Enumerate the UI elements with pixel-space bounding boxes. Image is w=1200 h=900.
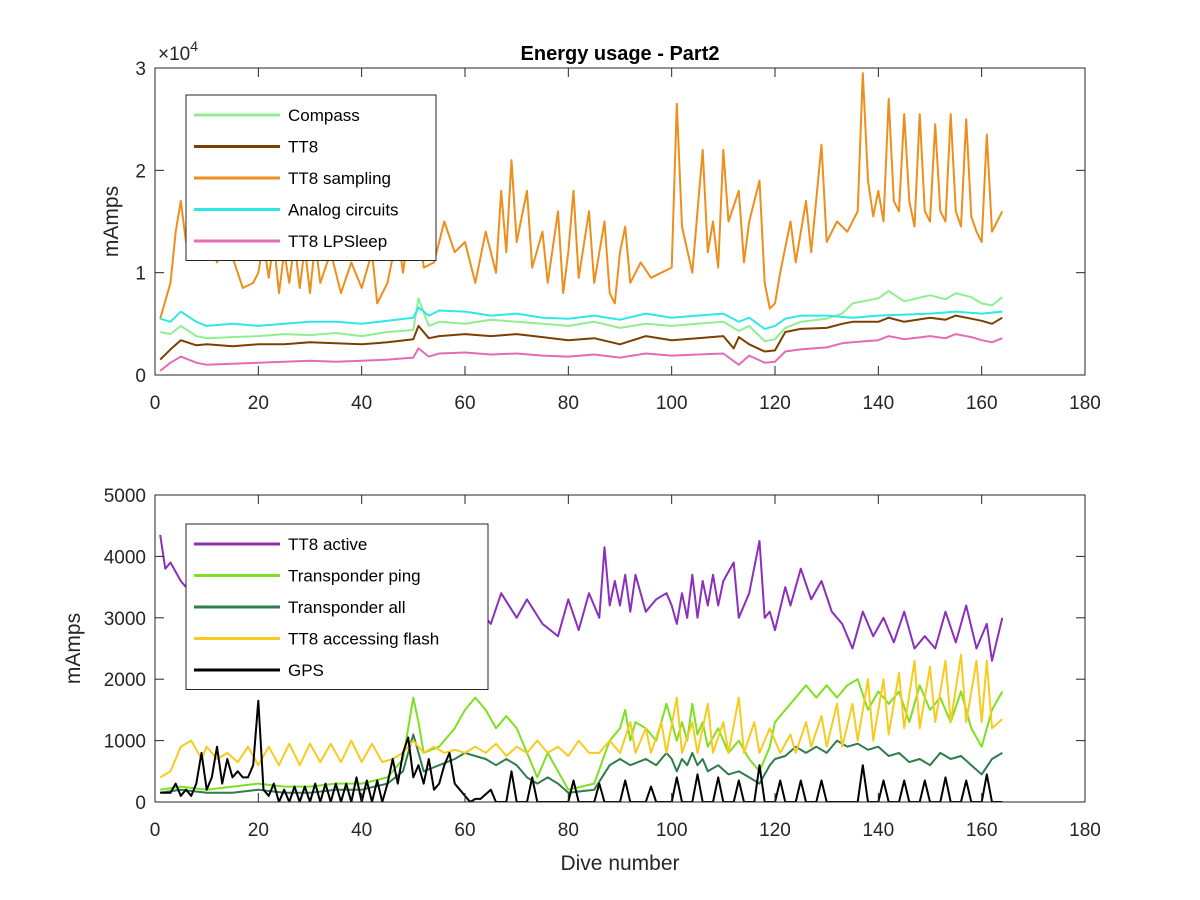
y-tick-label: 2000 bbox=[104, 670, 146, 691]
x-tick-label: 180 bbox=[1069, 393, 1101, 414]
y-exponent-label: ×104 bbox=[158, 38, 198, 65]
y-tick-label: 2 bbox=[135, 161, 146, 182]
x-tick-label: 100 bbox=[656, 393, 688, 414]
y-tick-label: 5000 bbox=[104, 486, 146, 507]
x-tick-label: 100 bbox=[656, 820, 688, 841]
x-tick-label: 180 bbox=[1069, 820, 1101, 841]
x-tick-label: 40 bbox=[351, 820, 372, 841]
x-tick-label: 40 bbox=[351, 393, 372, 414]
series-line-tt8-accessing-flash bbox=[159, 653, 1003, 779]
legend-label: Analog circuits bbox=[288, 201, 399, 220]
y-tick-label: 3 bbox=[135, 59, 146, 80]
legend-label: TT8 active bbox=[288, 535, 367, 554]
y-tick-label: 3000 bbox=[104, 609, 146, 630]
y-tick-label: 1000 bbox=[104, 732, 146, 753]
y-tick-label: 0 bbox=[135, 793, 146, 814]
y-axis-label: mAmps bbox=[100, 186, 123, 257]
axes-box bbox=[154, 494, 1086, 803]
x-tick-label: 0 bbox=[150, 393, 161, 414]
legend-label: TT8 bbox=[288, 138, 318, 157]
x-tick-label: 140 bbox=[862, 820, 894, 841]
legend: Compass TT8 TT8 sampling Analog circuits TT8… bbox=[185, 94, 437, 261]
y-tick-label: 1 bbox=[135, 264, 146, 285]
legend-label: TT8 accessing flash bbox=[288, 630, 439, 649]
y-tick-label: 4000 bbox=[104, 547, 146, 568]
series-line-compass bbox=[160, 290, 1003, 343]
series-line-transponder-all bbox=[160, 733, 1003, 794]
series-group bbox=[159, 534, 1004, 802]
legend-label: TT8 LPSleep bbox=[288, 232, 387, 251]
x-tick-label: 160 bbox=[966, 393, 998, 414]
legend-label: Compass bbox=[288, 106, 360, 125]
legend: TT8 active Transponder ping Transponder al… bbox=[185, 523, 489, 690]
chart-panel-2: 0 20 40 60 80 100 120 140 160 180 0 1000 2000 3000 400… bbox=[62, 486, 1101, 841]
legend-label: Transponder ping bbox=[288, 567, 421, 586]
x-tick-label: 120 bbox=[759, 820, 791, 841]
x-tick-label: 80 bbox=[558, 820, 579, 841]
chart-panels: 0 20 40 60 80 100 120 140 160 180 0 1 2 3 ×104 mAmps Com… bbox=[62, 38, 1101, 841]
series-line-analog-circuits bbox=[159, 306, 1003, 330]
x-tick-label: 60 bbox=[454, 820, 475, 841]
y-tick-label: 0 bbox=[135, 366, 146, 387]
x-tick-label: 80 bbox=[558, 393, 579, 414]
legend-label: TT8 sampling bbox=[288, 169, 391, 188]
series-line-tt8-lpsleep bbox=[159, 333, 1003, 372]
x-tick-label: 20 bbox=[248, 393, 269, 414]
series-line-tt8 bbox=[159, 314, 1003, 361]
x-tick-label: 0 bbox=[150, 820, 161, 841]
x-tick-label: 120 bbox=[759, 393, 791, 414]
x-tick-label: 140 bbox=[862, 393, 894, 414]
x-tick-label: 160 bbox=[966, 820, 998, 841]
axes-box bbox=[154, 67, 1086, 376]
legend-label: GPS bbox=[288, 661, 324, 680]
x-tick-label: 20 bbox=[248, 820, 269, 841]
y-axis-label: mAmps bbox=[62, 613, 85, 684]
x-tick-label: 60 bbox=[454, 393, 475, 414]
series-line-transponder-ping bbox=[160, 678, 1004, 791]
chart-panel-1: 0 20 40 60 80 100 120 140 160 180 0 1 2 3 ×104 mAmps Com… bbox=[100, 38, 1101, 414]
chart-title: Energy usage - Part2 bbox=[521, 43, 720, 65]
series-line-gps bbox=[160, 699, 1003, 802]
x-axis-label: Dive number bbox=[560, 852, 679, 875]
legend-label: Transponder all bbox=[288, 598, 406, 617]
